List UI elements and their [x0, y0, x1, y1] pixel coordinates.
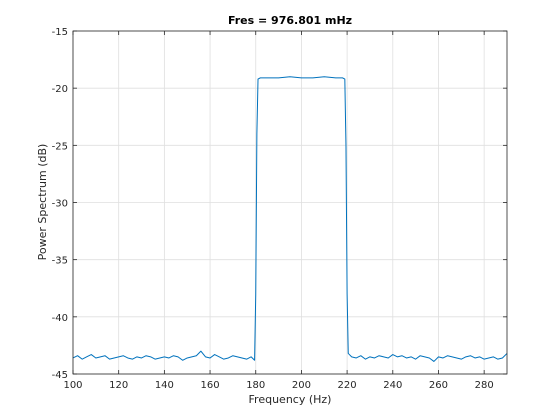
- x-tick-label: 120: [109, 380, 128, 391]
- y-tick-label: -45: [52, 370, 68, 381]
- y-tick-label: -30: [52, 199, 68, 210]
- y-tick-label: -35: [52, 256, 68, 267]
- y-tick-label: -25: [52, 141, 68, 152]
- y-axis-ticks: -45 -40 -35 -30 -25 -20 -15: [52, 27, 507, 381]
- x-tick-label: 180: [246, 380, 265, 391]
- x-tick-label: 160: [201, 380, 220, 391]
- x-axis-label: Frequency (Hz): [249, 393, 332, 406]
- x-tick-label: 100: [63, 380, 82, 391]
- x-tick-label: 280: [475, 380, 494, 391]
- y-tick-label: -40: [52, 313, 68, 324]
- x-tick-label: 260: [429, 380, 448, 391]
- x-tick-label: 220: [338, 380, 357, 391]
- y-tick-label: -15: [52, 27, 68, 38]
- x-axis-ticks: 100 120 140 160 180 200 220 240 260 280: [63, 31, 494, 391]
- x-tick-label: 140: [155, 380, 174, 391]
- y-tick-label: -20: [52, 84, 68, 95]
- chart-title: Fres = 976.801 mHz: [228, 14, 352, 27]
- x-tick-label: 240: [383, 380, 402, 391]
- plot-area: [72, 76, 508, 362]
- spectrum-series-line: [72, 76, 508, 362]
- x-tick-label: 200: [292, 380, 311, 391]
- y-axis-label: Power Spectrum (dB): [36, 144, 49, 261]
